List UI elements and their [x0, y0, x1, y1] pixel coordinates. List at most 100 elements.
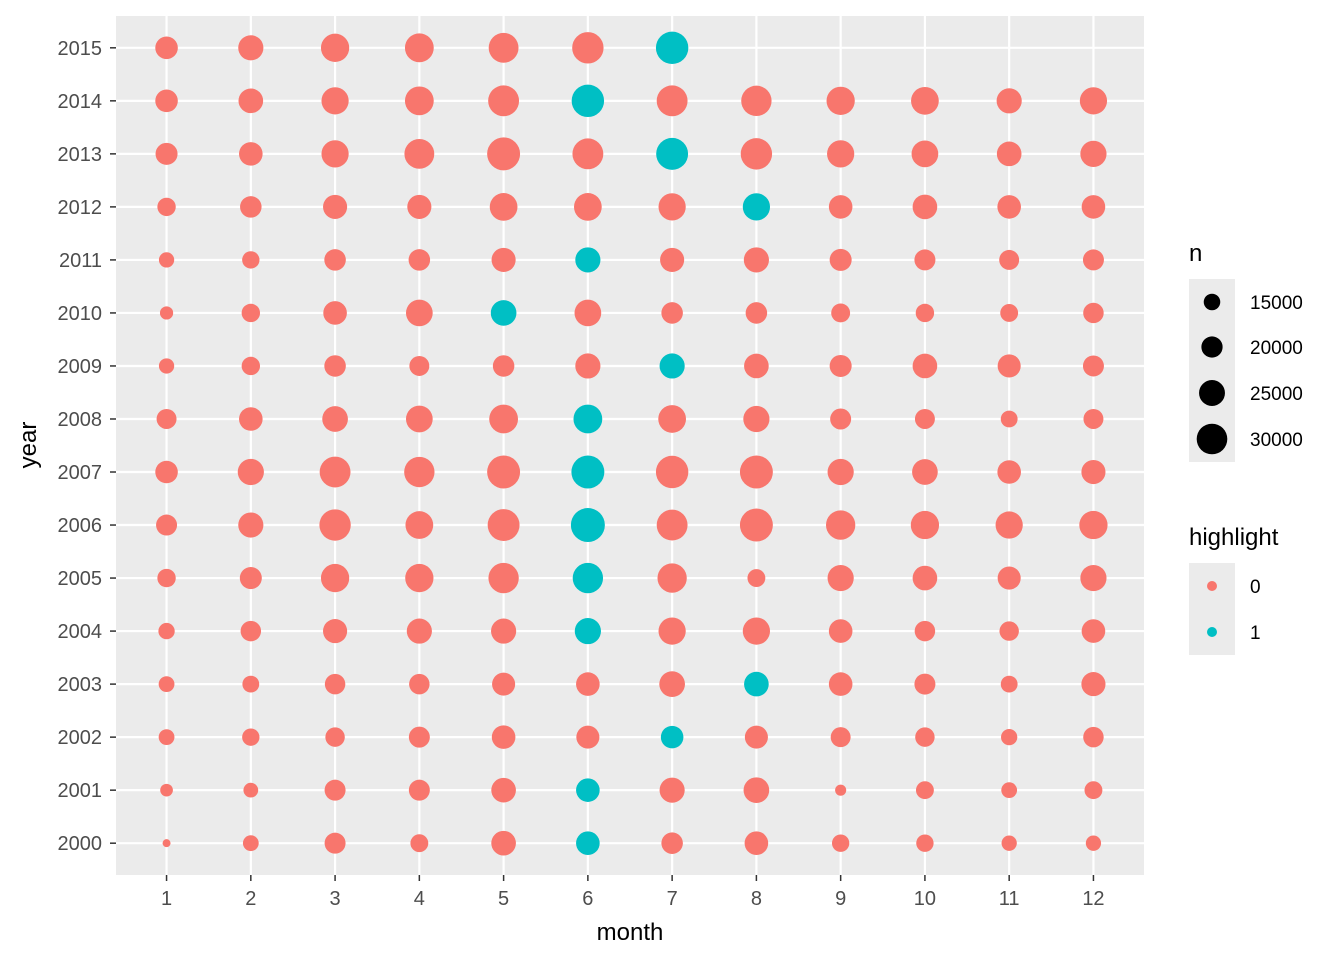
data-point: [660, 247, 685, 272]
data-point: [911, 86, 939, 115]
data-point: [744, 831, 769, 855]
data-point: [1081, 459, 1106, 485]
data-point: [242, 675, 260, 693]
color-legend-label: 0: [1250, 577, 1261, 598]
data-point: [155, 142, 178, 165]
data-point: [742, 193, 771, 221]
data-point: [487, 137, 521, 171]
data-point: [744, 725, 768, 749]
data-point: [162, 839, 171, 848]
data-point: [914, 673, 936, 695]
data-point: [912, 459, 938, 485]
data-point: [829, 248, 852, 271]
data-point: [404, 138, 435, 169]
data-point: [1001, 835, 1017, 851]
data-point: [747, 569, 766, 588]
data-point: [405, 563, 434, 593]
data-point: [910, 510, 940, 540]
data-point: [404, 456, 435, 488]
data-point: [661, 302, 683, 324]
data-point: [574, 299, 602, 327]
data-point: [656, 85, 688, 117]
x-tick-label: 5: [498, 888, 509, 910]
data-point: [916, 834, 934, 852]
color-legend-key: [1207, 581, 1217, 591]
data-point: [912, 194, 938, 220]
data-point: [237, 458, 264, 486]
data-point: [158, 622, 175, 640]
data-point: [1083, 409, 1104, 429]
y-axis: 2000 2001 2002 2003 2004 2005 2006 2007 2008 2009…: [58, 38, 116, 855]
data-point: [158, 676, 175, 693]
data-point: [405, 511, 434, 539]
data-point: [744, 671, 769, 697]
data-point: [997, 354, 1021, 378]
data-point: [741, 85, 772, 117]
data-point: [490, 300, 517, 326]
data-point: [239, 407, 263, 431]
y-tick-label: 2007: [58, 462, 103, 484]
data-point: [241, 356, 261, 376]
data-point: [491, 777, 516, 803]
data-point: [238, 35, 264, 61]
data-point: [407, 194, 432, 219]
size-legend-label: 15000: [1250, 293, 1303, 314]
x-axis-title: month: [597, 919, 664, 946]
data-point: [912, 353, 938, 379]
data-point: [409, 673, 430, 695]
data-point: [488, 85, 520, 117]
data-point: [655, 455, 689, 489]
data-point: [1080, 140, 1107, 167]
data-point: [740, 138, 773, 170]
data-point: [323, 301, 347, 325]
y-tick-label: 2006: [58, 515, 103, 537]
data-point: [488, 562, 519, 594]
data-point: [240, 196, 262, 218]
data-point: [155, 89, 178, 113]
data-point: [830, 408, 852, 430]
data-point: [491, 725, 516, 749]
y-tick-label: 2000: [58, 833, 103, 855]
data-point: [405, 405, 433, 433]
data-point: [743, 405, 770, 433]
data-point: [1000, 303, 1019, 322]
y-tick-label: 2010: [58, 303, 103, 325]
data-point: [658, 405, 687, 433]
data-point: [656, 509, 688, 541]
data-point: [240, 620, 262, 642]
data-point: [487, 455, 521, 489]
data-point: [658, 617, 686, 645]
data-point: [322, 406, 348, 432]
size-legend-key: [1203, 293, 1221, 311]
data-point: [321, 87, 349, 115]
data-point: [660, 725, 684, 749]
data-point: [157, 568, 176, 588]
data-point: [999, 249, 1020, 270]
data-point: [656, 137, 689, 170]
x-tick-label: 8: [751, 888, 762, 910]
data-point: [1081, 619, 1106, 643]
y-axis-title: year: [15, 422, 42, 469]
y-tick-label: 2011: [59, 250, 102, 272]
data-point: [573, 404, 603, 434]
data-point: [1084, 781, 1103, 800]
data-point: [997, 195, 1021, 219]
data-point: [997, 460, 1021, 484]
y-tick-label: 2001: [58, 780, 103, 802]
data-point: [319, 509, 351, 541]
data-point: [743, 777, 770, 804]
data-point: [739, 455, 773, 489]
data-point: [408, 779, 430, 801]
data-point: [408, 726, 430, 748]
data-point: [827, 564, 854, 592]
data-point: [576, 725, 600, 749]
size-legend-label: 20000: [1250, 338, 1303, 359]
data-point: [239, 142, 263, 166]
data-point: [408, 249, 431, 271]
data-point: [238, 88, 264, 114]
data-point: [827, 140, 855, 168]
size-legend-label: 25000: [1250, 384, 1303, 405]
data-point: [241, 303, 261, 323]
data-point: [487, 509, 520, 541]
data-point: [242, 728, 260, 746]
